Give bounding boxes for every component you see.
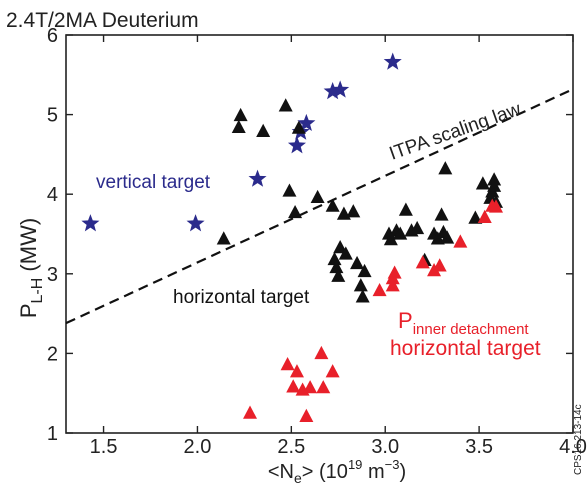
y-tick-label: 4: [47, 184, 58, 206]
data-point-triangle: [310, 189, 325, 204]
data-point-triangle: [278, 98, 293, 112]
data-point-triangle: [477, 209, 492, 223]
data-point-triangle: [475, 176, 490, 190]
data-point-star: [331, 80, 350, 98]
scaling-law: [65, 88, 574, 325]
data-point-triangle: [333, 239, 348, 254]
data-point-star: [383, 52, 402, 70]
series-2: [243, 198, 504, 422]
data-point-triangle: [346, 204, 361, 218]
data-point-star: [186, 214, 205, 232]
plot-area-border: [65, 34, 574, 434]
y-tick-label: 1: [47, 423, 58, 445]
axis-ticks: 1.5 2.0 2.5 3.0 3.5 4.0 1 2 3 4 5 6: [47, 25, 587, 458]
data-point-triangle: [440, 230, 455, 244]
x-tick-label: 1.5: [90, 436, 118, 458]
data-point-star: [287, 136, 306, 154]
data-point-triangle: [398, 202, 413, 216]
data-point-triangle: [338, 246, 353, 260]
data-point-triangle: [303, 380, 318, 394]
annotation-inner-detachment: Pinner detachment: [398, 308, 529, 338]
data-point-triangle: [233, 107, 248, 122]
data-point-star: [81, 214, 100, 232]
data-point-triangle: [453, 234, 468, 248]
data-point-triangle: [327, 251, 342, 266]
scaling-law-line: [65, 88, 574, 325]
data-point-triangle: [350, 255, 365, 270]
data-point-triangle: [256, 123, 271, 137]
data-point-star: [248, 169, 267, 187]
data-point-triangle: [243, 405, 258, 419]
data-point-triangle: [282, 183, 297, 197]
data-point-triangle: [438, 161, 453, 175]
data-point-triangle: [325, 364, 340, 378]
data-point-triangle: [489, 199, 504, 213]
data-point-triangle: [299, 408, 314, 422]
data-point-triangle: [286, 379, 301, 393]
data-point-triangle: [325, 198, 340, 212]
data-point-triangle: [415, 255, 430, 269]
annotation-horizontal-target: horizontal target: [173, 287, 310, 308]
data-point-triangle: [289, 364, 304, 378]
data-point-triangle: [331, 268, 346, 282]
data-point-triangle: [314, 345, 329, 360]
data-point-triangle: [355, 289, 370, 303]
data-point-triangle: [383, 232, 398, 246]
data-point-triangle: [468, 210, 483, 224]
data-point-triangle: [280, 356, 295, 371]
y-tick-label: 6: [47, 25, 58, 47]
y-tick-label: 3: [47, 264, 58, 286]
data-point-triangle: [288, 204, 303, 219]
annotation-horizontal-target-red: horizontal target: [390, 337, 541, 360]
data-point-triangle: [357, 263, 372, 278]
data-point-triangle: [434, 207, 449, 221]
chart-title: 2.4T/2MA Deuterium: [6, 9, 199, 32]
data-point-triangle: [372, 282, 387, 297]
data-point-star: [297, 113, 316, 132]
x-axis-label: <Ne> (1019 m−3): [268, 457, 406, 486]
x-tick-label: 4.0: [559, 436, 587, 458]
side-label: CPS16.213-14c: [573, 404, 584, 475]
x-tick-label: 2.0: [184, 436, 212, 458]
y-axis-label: PL-H (MW): [16, 218, 46, 318]
series-0: [81, 52, 402, 232]
data-point-triangle: [329, 259, 344, 274]
x-tick-label: 3.5: [465, 436, 493, 458]
data-point-triangle: [432, 258, 447, 272]
data-point-triangle: [487, 172, 502, 186]
plot-frame: [65, 34, 574, 434]
data-point-triangle: [316, 380, 331, 394]
y-tick-label: 2: [47, 343, 58, 365]
x-tick-label: 2.5: [277, 436, 305, 458]
data-point-triangle: [353, 278, 368, 292]
y-tick-label: 5: [47, 105, 58, 127]
data-point-triangle: [291, 120, 306, 134]
data-point-triangle: [410, 220, 425, 235]
data-point-triangle: [216, 231, 231, 245]
data-point-triangle: [393, 226, 408, 240]
series-1: [216, 98, 504, 303]
annotation-vertical-target: vertical target: [96, 172, 211, 193]
data-point-triangle: [385, 278, 400, 292]
data-marks: [81, 52, 504, 422]
scaling-law-label: ITPA scaling law: [387, 99, 524, 165]
data-point-triangle: [231, 119, 246, 134]
data-point-star: [323, 82, 342, 100]
x-tick-label: 3.0: [371, 436, 399, 458]
data-point-triangle: [387, 265, 402, 279]
